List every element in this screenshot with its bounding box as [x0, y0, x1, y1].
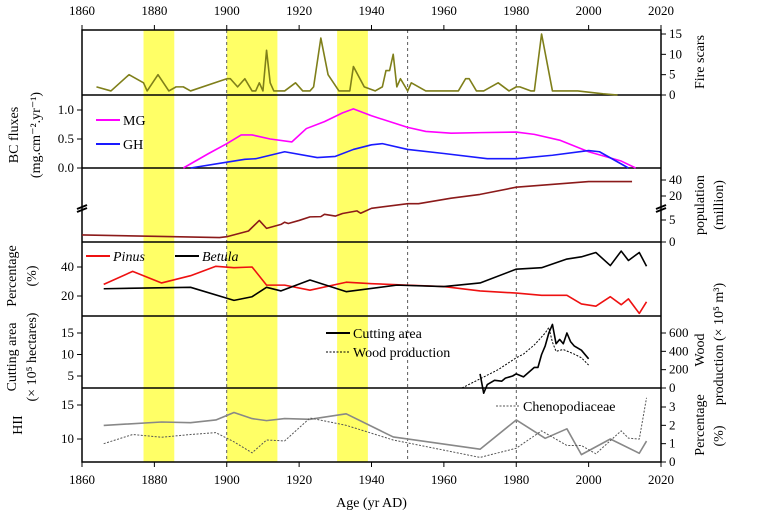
x-tick-label-top: 1960	[431, 3, 457, 18]
legend-label-pinus: Pinus	[112, 250, 145, 265]
plot-frame	[81, 29, 662, 463]
x-tick-label-bottom: 1980	[503, 472, 529, 487]
chenopodiaceae-line	[103, 397, 648, 458]
population-series	[81, 180, 633, 239]
y-tick-label: 20	[61, 288, 74, 303]
x-tick-label-bottom: 2000	[576, 472, 602, 487]
fire-scars-line	[96, 33, 618, 96]
hii-series	[103, 411, 648, 456]
y-tick-label: 2	[669, 417, 676, 432]
y-tick-label: 0	[669, 380, 676, 395]
y-tick-label: 200	[669, 362, 689, 377]
pollen-betula-series	[103, 250, 648, 302]
hii-line	[103, 411, 648, 456]
x-tick-label-bottom: 1860	[69, 472, 95, 487]
x-tick-label-bottom: 1940	[359, 472, 385, 487]
bc-mg-line	[182, 108, 637, 169]
fire-scars-series	[96, 33, 618, 96]
pollen-pinus-series	[103, 265, 648, 315]
y-tick-label: 10	[669, 46, 682, 61]
y-axis-label-bc-units: (mg.cm⁻².yr⁻¹)	[29, 92, 44, 178]
cutting-area-line	[479, 323, 590, 395]
y-axis-label-population-units: (million)	[712, 180, 727, 230]
y-tick-label: 0	[669, 454, 676, 469]
y-tick-label: 40	[61, 259, 74, 274]
legend-label-betula: Betula	[202, 250, 239, 265]
y-tick-label: 15	[61, 325, 74, 340]
x-tick-label-top: 2020	[648, 3, 674, 18]
x-tick-label-bottom: 1900	[214, 472, 240, 487]
x-tick-label-top: 1920	[286, 3, 312, 18]
y-axis-label-chenopodiaceae-percentage: Percentage	[693, 394, 708, 455]
y-tick-label: 40	[669, 172, 682, 187]
x-tick-label-top: 1860	[69, 3, 95, 18]
y-axis-label-percentage-units: (%)	[25, 265, 40, 286]
y-tick-label: 15	[669, 26, 682, 41]
bc-mg-series	[182, 108, 637, 169]
y-axis-label-cutting-area-units: (× 10⁵ hectares)	[25, 312, 40, 401]
y-axis-label-cutting-area: Cutting area	[5, 322, 20, 392]
pollen-pinus-line	[103, 265, 648, 315]
y-tick-label: 10	[61, 431, 74, 446]
x-tick-label-bottom: 2020	[648, 472, 674, 487]
y-axis-label-wood-units: production (× 10⁵ m³)	[712, 282, 727, 405]
y-tick-label: 0	[669, 87, 676, 102]
y-tick-label: 1.0	[58, 102, 74, 117]
y-tick-label: 0	[669, 234, 676, 249]
legend-label-wood-production: Wood production	[353, 346, 450, 361]
cutting-area-series	[479, 323, 590, 395]
y-tick-label: 5	[669, 67, 676, 82]
axis-break-mark	[76, 207, 88, 213]
pollen-betula-line	[103, 250, 648, 302]
chenopodiaceae-series	[103, 397, 648, 458]
y-tick-label: 5	[68, 368, 75, 383]
y-tick-label: 10	[61, 347, 74, 362]
wood-production-series	[461, 327, 589, 389]
legend-label-mg: MG	[123, 114, 146, 129]
x-axis-label: Age (yr AD)	[336, 496, 407, 511]
y-axis-label-chenopodiaceae-units: (%)	[712, 425, 727, 446]
y-tick-label: 400	[669, 343, 689, 358]
y-tick-label: 3	[669, 399, 676, 414]
y-tick-label: 0.0	[58, 160, 74, 175]
axis-break-mark	[655, 207, 667, 213]
x-tick-label-top: 1980	[503, 3, 529, 18]
axis-break-mark	[76, 204, 88, 210]
y-tick-label: 600	[669, 325, 689, 340]
y-axis-label-bc: BC fluxes	[7, 107, 22, 163]
y-axis-label-percentage: Percentage	[5, 245, 20, 306]
x-tick-label-bottom: 1880	[141, 472, 167, 487]
wood-production-line	[461, 327, 589, 389]
x-tick-label-top: 1940	[359, 3, 385, 18]
bc-gh-series	[190, 142, 629, 169]
legend-label-chenopodiaceae: Chenopodiaceae	[523, 400, 616, 415]
axis-break-mark	[655, 204, 667, 210]
y-tick-label: 15	[61, 397, 74, 412]
x-tick-label-bottom: 1960	[431, 472, 457, 487]
shaded-interval	[337, 30, 368, 462]
legend-label-cutting-area: Cutting area	[353, 327, 423, 342]
y-axis-label-wood: Wood	[693, 333, 708, 366]
x-tick-label-top: 1880	[141, 3, 167, 18]
x-tick-label-top: 1900	[214, 3, 240, 18]
y-axis-label-fire-scars: Fire scars	[693, 35, 708, 89]
population-line	[81, 180, 633, 239]
y-tick-label: 5	[669, 212, 676, 227]
x-tick-label-bottom: 1920	[286, 472, 312, 487]
y-tick-label: 1	[669, 436, 676, 451]
shaded-interval	[143, 30, 175, 462]
x-tick-label-top: 2000	[576, 3, 602, 18]
y-tick-label: 20	[669, 188, 682, 203]
y-axis-label-population: population	[693, 175, 708, 235]
y-axis-label-hii: HII	[11, 415, 26, 435]
y-tick-label: 0.5	[58, 131, 74, 146]
legend-label-gh: GH	[123, 138, 143, 153]
shaded-interval	[226, 30, 278, 462]
